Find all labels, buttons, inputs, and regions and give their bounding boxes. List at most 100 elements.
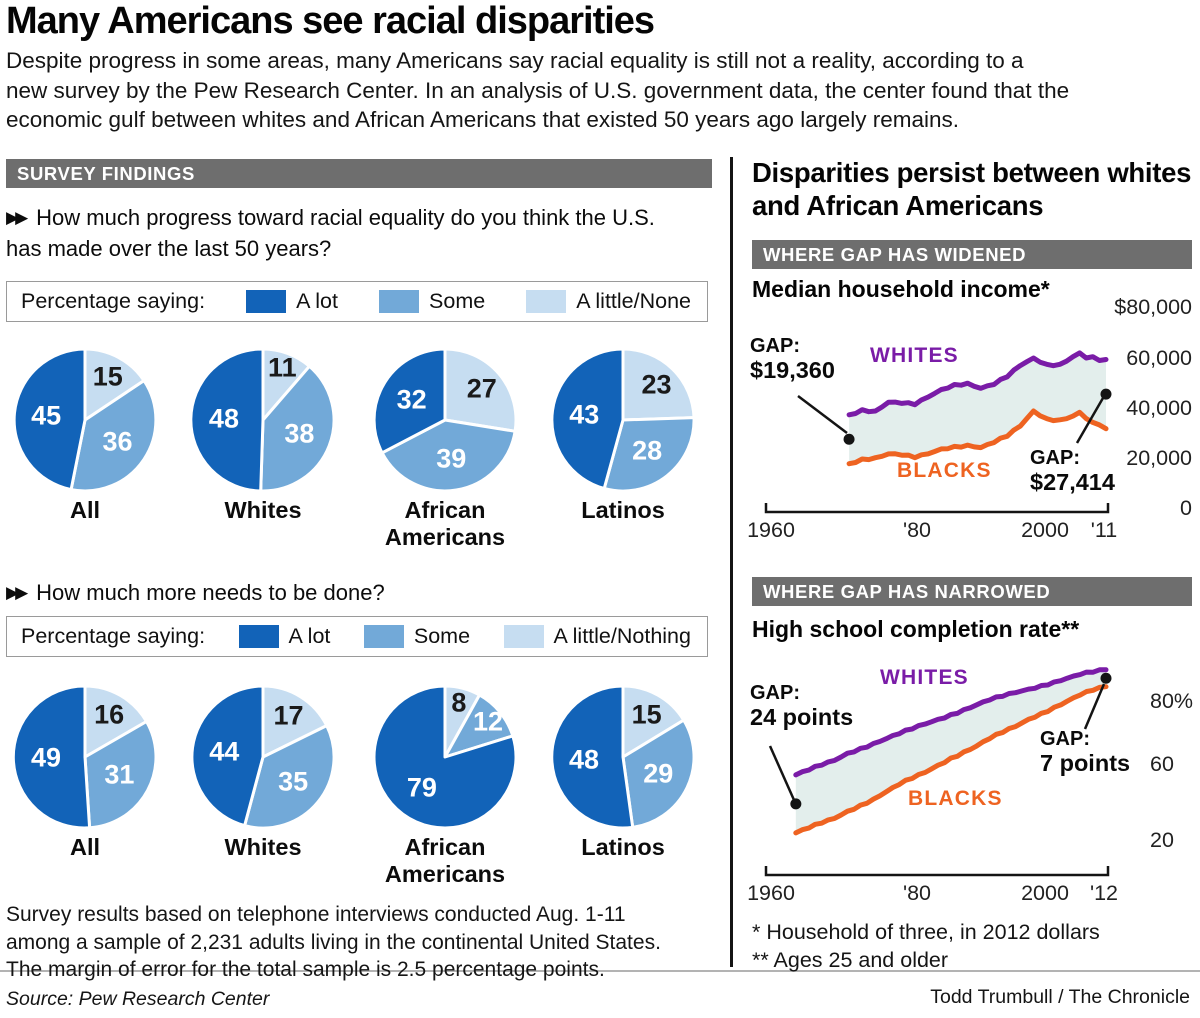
intro-line-1: Despite progress in some areas, many Ame… (6, 48, 1024, 73)
pie-slice-some (259, 364, 336, 493)
pie-chart-latinos (550, 347, 696, 493)
footer-rule (0, 970, 1200, 972)
pie-chart-all (12, 347, 158, 493)
gap-leader-line (1083, 683, 1106, 730)
section-header-gap-narrowed: WHERE GAP HAS NARROWED (752, 577, 1192, 606)
hs-ytick-60: 60 (1150, 752, 1174, 776)
pie-category-label: African Americans (384, 834, 506, 887)
intro-line-2: new survey by the Pew Research Center. I… (6, 77, 1070, 103)
pie-category-label: Latinos (581, 497, 665, 523)
pie-category-label: Whites (224, 834, 302, 860)
gap-leader-line (768, 745, 796, 801)
pie-value-label: 49 (30, 742, 61, 773)
pie-category-label: African Americans (384, 497, 506, 550)
pie-slice-a-lot (190, 684, 265, 828)
gap-fill-area (795, 669, 1106, 833)
pie-chart-latinos (550, 684, 696, 830)
footnote-household: * Household of three, in 2012 dollars (752, 920, 1100, 944)
column-divider (730, 157, 733, 967)
hs-blacks-label: BLACKS (908, 787, 1003, 810)
pie-slice-a-lot (372, 347, 447, 455)
blacks-line (793, 684, 1109, 836)
blacks-line (846, 408, 1109, 467)
legend-item-little-none: A little/None (526, 289, 691, 314)
pie-slice-some (621, 718, 696, 829)
pie-value-label: 8 (451, 687, 467, 718)
intro-line-3: economic gulf between whites and African… (6, 107, 960, 132)
a-lot-swatch (246, 290, 287, 313)
artist-credit: Todd Trumbull / The Chronicle (930, 986, 1190, 1008)
pie-category-label: Whites (224, 497, 302, 523)
income-whites-label: WHITES (870, 344, 959, 367)
pie-slice-some (69, 379, 158, 493)
income-ytick-80000: $80,000 (1114, 295, 1192, 319)
income-ytick-40000: 40,000 (1126, 396, 1192, 420)
pie-value-label: 31 (104, 759, 135, 790)
pie-value-label: 44 (209, 736, 240, 767)
pie-slice-some (602, 416, 696, 493)
legend-item-little-nothing: A little/Nothing (503, 624, 691, 649)
income-ytick-20000: 20,000 (1126, 446, 1192, 470)
pie-value-label: 35 (278, 766, 309, 797)
pie-chart-whites (190, 684, 336, 830)
pie-value-label: 16 (94, 699, 125, 730)
pie-value-label: 17 (273, 700, 304, 731)
some-swatch (363, 625, 404, 648)
income-xtick-1960: 1960 (747, 518, 795, 542)
question-progress-text: How much progress toward racial equality… (6, 205, 655, 261)
pie-value-label: 45 (31, 400, 62, 431)
pie-value-label: 15 (631, 699, 662, 730)
question-progress: ▶▶ How much progress toward racial equali… (6, 203, 696, 263)
pie-category-label: All (69, 834, 101, 860)
gap-fill-area (849, 352, 1106, 464)
pie-slice-a-lot (550, 347, 625, 490)
whites-line (846, 350, 1109, 418)
double-arrow-icon: ▶▶ (6, 583, 28, 602)
income-xtick-80: '80 (902, 518, 932, 542)
income-gap-start-annotation: GAP: $19,360 (750, 335, 835, 383)
pie-chart-all (11, 684, 158, 830)
hs-chart-title: High school completion rate** (752, 616, 1080, 642)
income-gap-end-annotation: GAP: $27,414 (1030, 447, 1115, 495)
hs-xtick-2000: 2000 (1021, 881, 1069, 905)
pie-slice-a-little-none (83, 347, 146, 422)
page-title: Many Americans see racial disparities (6, 0, 655, 42)
gap-start-dot (790, 798, 802, 810)
income-ytick-0: 0 (1180, 496, 1192, 520)
question-more-needed: ▶▶ How much more needs to be done? (6, 578, 696, 609)
pie-value-label: 39 (436, 443, 467, 474)
income-blacks-label: BLACKS (897, 459, 992, 482)
little-none-swatch (526, 290, 567, 313)
pie-slice-a-lot (550, 684, 635, 830)
double-arrow-icon: ▶▶ (6, 208, 28, 227)
gap-leader-line (797, 395, 848, 434)
gap-end-dot (1100, 672, 1112, 684)
pie-row-more-needed: 16 31 49 All 17 35 44 Whites 8 12 79 African Americ… (0, 682, 734, 932)
pie-slice-a-little-none (443, 347, 518, 433)
pie-slice-a-lot (189, 347, 265, 493)
pie-value-label: 32 (396, 384, 427, 415)
legend-item-a-lot: A lot (238, 624, 330, 649)
pie-value-label: 15 (92, 361, 123, 392)
income-ytick-60000: 60,000 (1126, 346, 1192, 370)
x-axis (764, 503, 1110, 514)
source-credit: Source: Pew Research Center (6, 988, 270, 1010)
pie-slice-a-little-nothing (83, 684, 148, 759)
hs-gap-start-annotation: GAP: 24 points (750, 682, 854, 730)
pie-chart-african-americans (372, 347, 518, 493)
pie-slice-a-lot (12, 347, 87, 492)
income-chart-title: Median household income* (752, 276, 1050, 302)
right-panel-heading: Disparities persist between whites and A… (752, 157, 1192, 221)
x-axis (764, 866, 1110, 877)
legend-more-needed: Percentage saying: A lot Some A little/N… (6, 616, 708, 657)
little-nothing-swatch (503, 625, 544, 648)
legend-caption: Percentage saying: (21, 624, 206, 648)
footnote-ages: ** Ages 25 and older (752, 948, 949, 972)
hs-gap-end-annotation: GAP: 7 points (1040, 728, 1131, 776)
hs-whites-label: WHITES (880, 666, 969, 689)
legend-item-some: Some (363, 624, 470, 649)
pie-value-label: 36 (102, 426, 133, 457)
pie-category-label: All (69, 497, 101, 523)
income-xtick-2000: 2000 (1021, 518, 1069, 542)
legend-item-some: Some (379, 289, 485, 314)
